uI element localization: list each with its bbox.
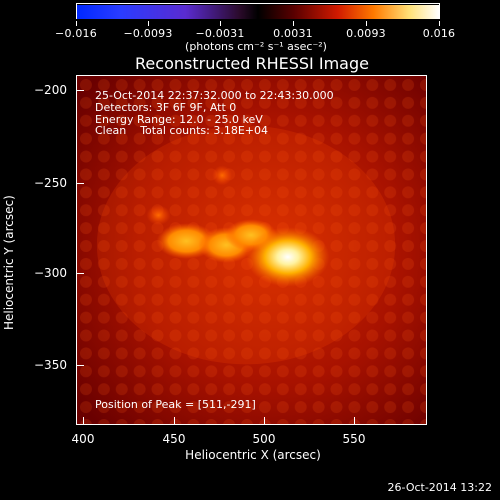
colorbar-tick-label: −0.016	[55, 27, 97, 40]
solar-flare-image	[77, 76, 426, 424]
energy-annotation: Energy Range: 12.0 - 25.0 keV	[95, 113, 263, 126]
x-tick-label: 400	[71, 432, 95, 446]
y-tick-label: −300	[34, 266, 67, 280]
solar-image-panel	[76, 75, 427, 425]
colorbar-units: (photons cm⁻² s⁻¹ asec⁻²)	[185, 40, 327, 53]
y-tick-label: −250	[34, 176, 67, 190]
colorbar-tick-label: −0.0093	[123, 27, 173, 40]
image-title: Reconstructed RHESSI Image	[135, 54, 369, 73]
x-tick-label: 550	[342, 432, 366, 446]
x-tick-label: 450	[162, 432, 186, 446]
colorbar-tick-label: 0.0093	[346, 27, 386, 40]
colorbar-tick-label: 0.0031	[273, 27, 313, 40]
algorithm-annotation: Clean Total counts: 3.18E+04	[95, 124, 269, 137]
y-axis-label: Heliocentric Y (arcsec)	[2, 195, 16, 330]
y-tick-label: −350	[34, 358, 67, 372]
colorbar-tick-label: −0.0031	[195, 27, 245, 40]
x-tick-label: 500	[252, 432, 276, 446]
peak-position-annotation: Position of Peak = [511,-291]	[95, 398, 256, 411]
x-axis-label: Heliocentric X (arcsec)	[185, 448, 321, 462]
colorbar-tick-label: 0.016	[422, 27, 456, 40]
y-tick-label: −200	[34, 83, 67, 97]
colorbar	[76, 3, 440, 19]
detectors-annotation: Detectors: 3F 6F 9F, Att 0	[95, 101, 237, 114]
time-range-annotation: 25-Oct-2014 22:37:32.000 to 22:43:30.000	[95, 89, 334, 102]
timestamp: 26-Oct-2014 13:22	[387, 481, 492, 494]
colorbar-gradient	[77, 5, 439, 19]
